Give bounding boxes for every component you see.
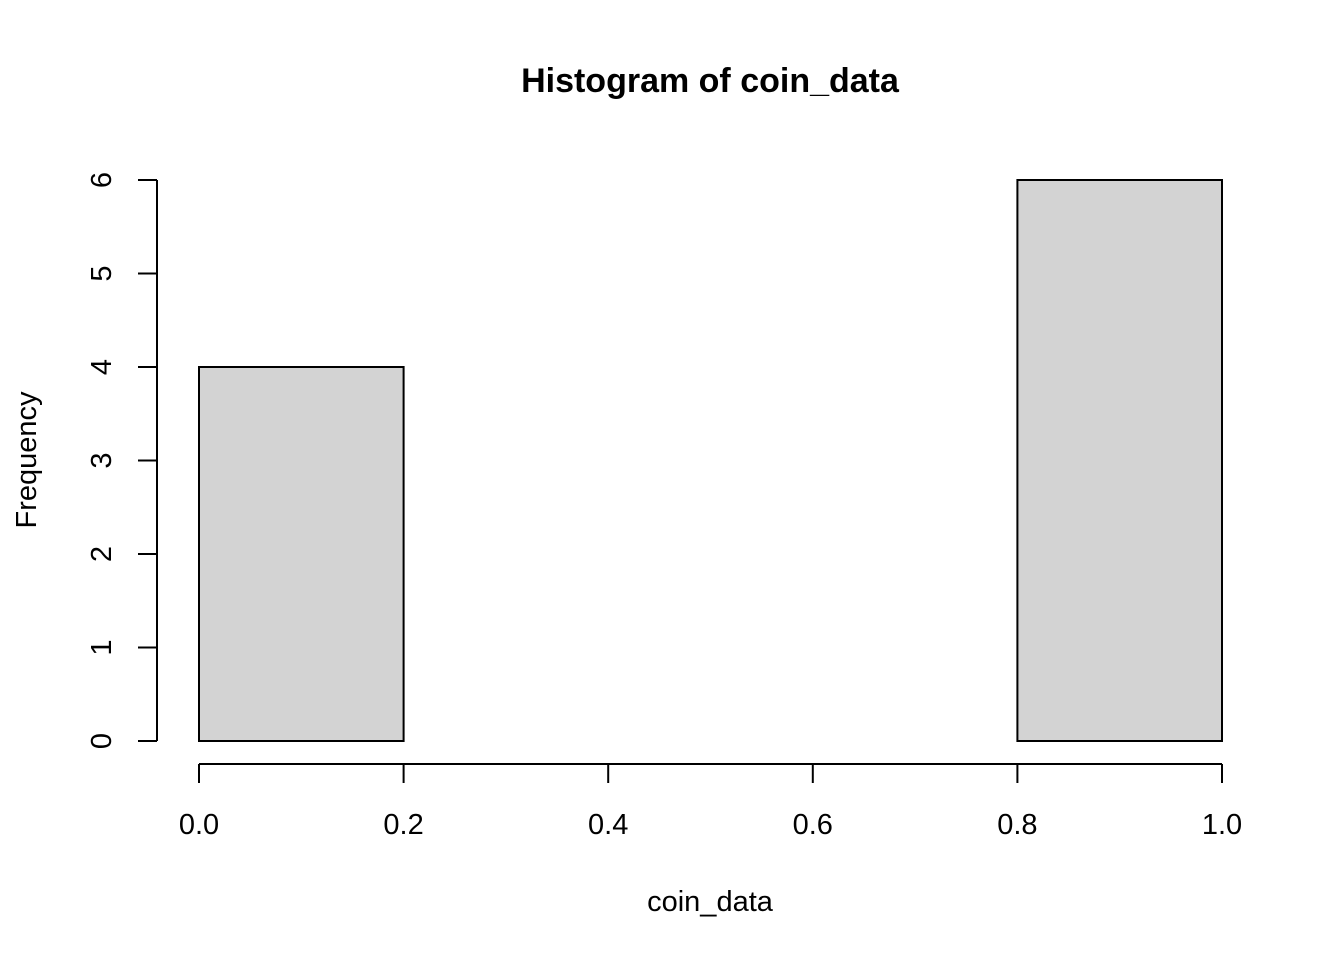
x-tick-label-2: 0.4 (588, 809, 628, 841)
y-tick-label-5: 5 (86, 265, 118, 281)
x-tick-label-4: 0.8 (997, 809, 1037, 841)
x-axis-label: coin_data (647, 886, 774, 918)
y-tick-label-3: 3 (86, 452, 118, 468)
y-tick-label-0: 0 (86, 733, 118, 749)
chart-title: Histogram of coin_data (521, 62, 900, 100)
x-axis: 0.0 0.2 0.4 0.6 0.8 1.0 (179, 763, 1242, 841)
y-tick-label-4: 4 (86, 359, 118, 375)
y-axis-label: Frequency (11, 391, 43, 529)
histogram-bar-0 (198, 366, 405, 742)
y-tick-label-2: 2 (86, 546, 118, 562)
bars-layer (198, 179, 1224, 742)
y-tick-label-1: 1 (86, 639, 118, 655)
histogram-bar-4 (1016, 179, 1224, 742)
y-tick-label-6: 6 (86, 172, 118, 188)
y-axis: 0 1 2 3 4 5 6 (86, 172, 158, 749)
x-tick-label-1: 0.2 (383, 809, 423, 841)
x-tick-label-5: 1.0 (1202, 809, 1242, 841)
x-tick-label-0: 0.0 (179, 809, 219, 841)
x-tick-label-3: 0.6 (793, 809, 833, 841)
